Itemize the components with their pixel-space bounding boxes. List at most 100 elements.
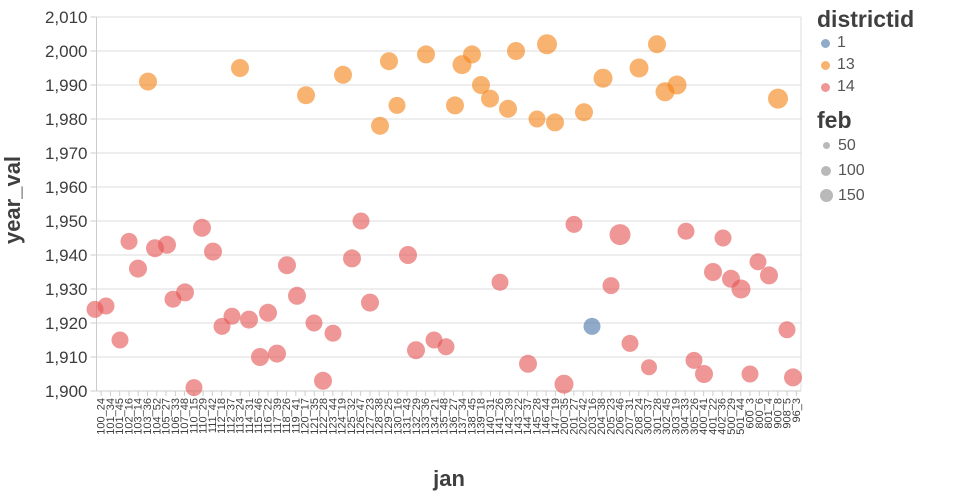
y-tick-label: 1,950 xyxy=(45,212,88,231)
data-point[interactable] xyxy=(546,113,564,132)
data-point[interactable] xyxy=(251,348,269,366)
data-point[interactable] xyxy=(554,374,574,394)
legend-size-swatch-box xyxy=(819,165,833,176)
x-tick-label: 101_34 xyxy=(105,398,117,435)
data-point[interactable] xyxy=(371,116,389,135)
data-point[interactable] xyxy=(472,76,490,94)
x-tick-label: 112_37 xyxy=(225,398,237,434)
x-tick-label: 206_46 xyxy=(615,398,627,435)
data-point[interactable] xyxy=(97,297,115,315)
data-point[interactable] xyxy=(343,249,361,268)
legend-feb-items: 50 100 150 xyxy=(817,133,959,208)
data-point[interactable] xyxy=(602,277,620,295)
data-point[interactable] xyxy=(565,215,583,233)
data-point[interactable] xyxy=(361,293,379,312)
data-point[interactable] xyxy=(481,89,499,108)
data-point[interactable] xyxy=(583,317,601,335)
data-point[interactable] xyxy=(120,232,138,250)
data-point[interactable] xyxy=(677,222,695,240)
x-tick-label: 110_15 xyxy=(188,398,200,434)
data-point[interactable] xyxy=(334,65,352,84)
data-point[interactable] xyxy=(695,365,713,383)
legend-size-swatch-icon xyxy=(822,142,830,149)
legend-title-feb: feb xyxy=(817,107,852,133)
x-tick-label: 129_25 xyxy=(383,398,395,435)
data-point[interactable] xyxy=(399,246,417,264)
data-point[interactable] xyxy=(629,58,649,78)
x-tick-label: 401_22 xyxy=(707,398,719,435)
x-tick-label: 201_27 xyxy=(568,398,580,435)
data-point[interactable] xyxy=(519,354,537,373)
data-point[interactable] xyxy=(158,235,176,254)
data-point[interactable] xyxy=(621,334,639,352)
data-point[interactable] xyxy=(259,303,277,322)
data-point[interactable] xyxy=(388,96,406,114)
data-point[interactable] xyxy=(741,365,759,383)
data-point[interactable] xyxy=(593,68,613,88)
legend-size-swatch-box xyxy=(819,189,833,202)
data-point[interactable] xyxy=(768,88,788,109)
legend-title-districtid: districtid xyxy=(817,6,915,32)
y-tick-label: 1,990 xyxy=(45,76,88,95)
data-point[interactable] xyxy=(288,286,306,305)
data-point[interactable] xyxy=(537,34,557,55)
data-point[interactable] xyxy=(380,52,398,71)
data-point[interactable] xyxy=(714,229,732,247)
x-tick-label: 145_28 xyxy=(531,398,543,435)
data-point[interactable] xyxy=(491,273,509,291)
legend-swatch-icon xyxy=(821,60,830,70)
legend-item-districtid-13: 13 xyxy=(817,54,959,76)
y-tick-label: 1,980 xyxy=(45,110,88,129)
data-point[interactable] xyxy=(240,310,258,329)
data-point[interactable] xyxy=(407,341,425,360)
y-tick-label: 2,010 xyxy=(45,8,88,27)
x-tick-label: 133_36 xyxy=(420,398,432,435)
data-point[interactable] xyxy=(324,324,342,342)
data-point[interactable] xyxy=(176,283,194,302)
data-point[interactable] xyxy=(778,321,796,339)
data-point[interactable] xyxy=(760,266,778,285)
data-point[interactable] xyxy=(685,351,703,369)
data-point[interactable] xyxy=(231,59,249,77)
data-point[interactable] xyxy=(575,103,593,122)
data-point[interactable] xyxy=(437,338,455,356)
data-point[interactable] xyxy=(731,279,751,299)
data-point[interactable] xyxy=(648,35,666,54)
data-point[interactable] xyxy=(352,212,370,230)
data-point[interactable] xyxy=(507,42,525,60)
data-point[interactable] xyxy=(609,224,631,246)
data-point[interactable] xyxy=(204,242,222,261)
y-tick-label: 1,910 xyxy=(45,348,88,367)
data-point[interactable] xyxy=(784,368,802,387)
data-point[interactable] xyxy=(193,218,211,237)
x-tick-label: 400_41 xyxy=(698,398,710,435)
data-point[interactable] xyxy=(463,45,481,64)
data-point[interactable] xyxy=(417,45,435,64)
data-point[interactable] xyxy=(268,344,286,363)
data-point[interactable] xyxy=(278,256,296,275)
x-tick-label: 900_8 xyxy=(772,398,784,429)
data-point[interactable] xyxy=(499,99,517,118)
x-tick-label: 801_4 xyxy=(763,398,775,429)
data-point[interactable] xyxy=(528,110,546,128)
x-tick-label: 205_23 xyxy=(605,398,617,435)
data-point[interactable] xyxy=(749,253,767,271)
data-point[interactable] xyxy=(446,96,464,115)
data-point[interactable] xyxy=(185,379,203,397)
legend-districtid-items: 1 13 14 xyxy=(817,32,959,98)
data-point[interactable] xyxy=(641,359,657,376)
x-tick-label: 127_23 xyxy=(364,398,376,435)
legend-item-districtid-14: 14 xyxy=(817,76,959,98)
x-tick-label: 120_17 xyxy=(300,398,312,435)
data-point[interactable] xyxy=(305,314,323,332)
x-tick-label: 107_48 xyxy=(179,398,191,435)
data-point[interactable] xyxy=(667,75,687,95)
data-point[interactable] xyxy=(314,371,332,390)
data-point[interactable] xyxy=(139,72,157,91)
data-point[interactable] xyxy=(297,86,315,105)
data-point[interactable] xyxy=(223,307,241,325)
data-point[interactable] xyxy=(704,263,722,281)
x-tick-label: 101_45 xyxy=(114,398,126,435)
data-point[interactable] xyxy=(111,331,129,349)
data-point[interactable] xyxy=(129,259,147,278)
